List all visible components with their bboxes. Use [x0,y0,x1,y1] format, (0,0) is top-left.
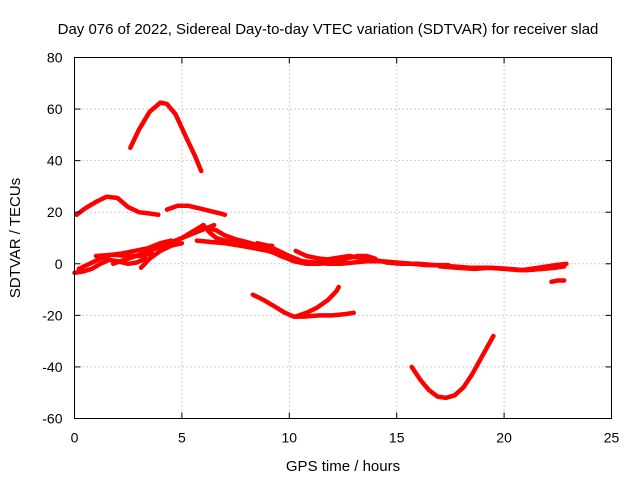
axis-ticks: 0 5 10 15 20 25 -60 -40 -20 0 20 40 60 80 [42,50,619,446]
y-tick-label: -40 [42,359,62,375]
series-layer [72,100,569,401]
series-arc-2 [74,194,161,218]
series-arc-20 [409,333,496,401]
x-tick-label: 10 [282,430,298,446]
x-tick-label: 0 [71,430,79,446]
y-tick-label: 80 [47,50,63,66]
series-arc-3 [164,203,228,218]
y-tick-label: -60 [42,411,62,427]
y-tick-label: 20 [47,204,63,220]
y-tick-label: 40 [47,153,63,169]
series-arc-8 [138,240,185,270]
y-tick-label: 60 [47,101,63,117]
series-arc-1 [128,100,204,174]
x-tick-label: 15 [389,430,405,446]
series-arc-7 [93,251,155,259]
y-tick-label: -20 [42,307,62,323]
chart-title: Day 076 of 2022, Sidereal Day-to-day VTE… [58,21,599,38]
y-axis-label: SDTVAR / TECUs [7,178,24,298]
x-tick-label: 25 [604,430,620,446]
x-axis-label: GPS time / hours [286,458,400,475]
series-arc-4 [72,256,148,276]
series-arc-16 [437,264,567,273]
plot-frame [74,57,612,419]
grid [74,57,612,419]
y-tick-label: 0 [55,256,63,272]
series-arc-19 [293,284,341,319]
x-tick-label: 5 [178,430,186,446]
x-tick-label: 20 [496,430,512,446]
series-arc-17 [549,278,567,285]
